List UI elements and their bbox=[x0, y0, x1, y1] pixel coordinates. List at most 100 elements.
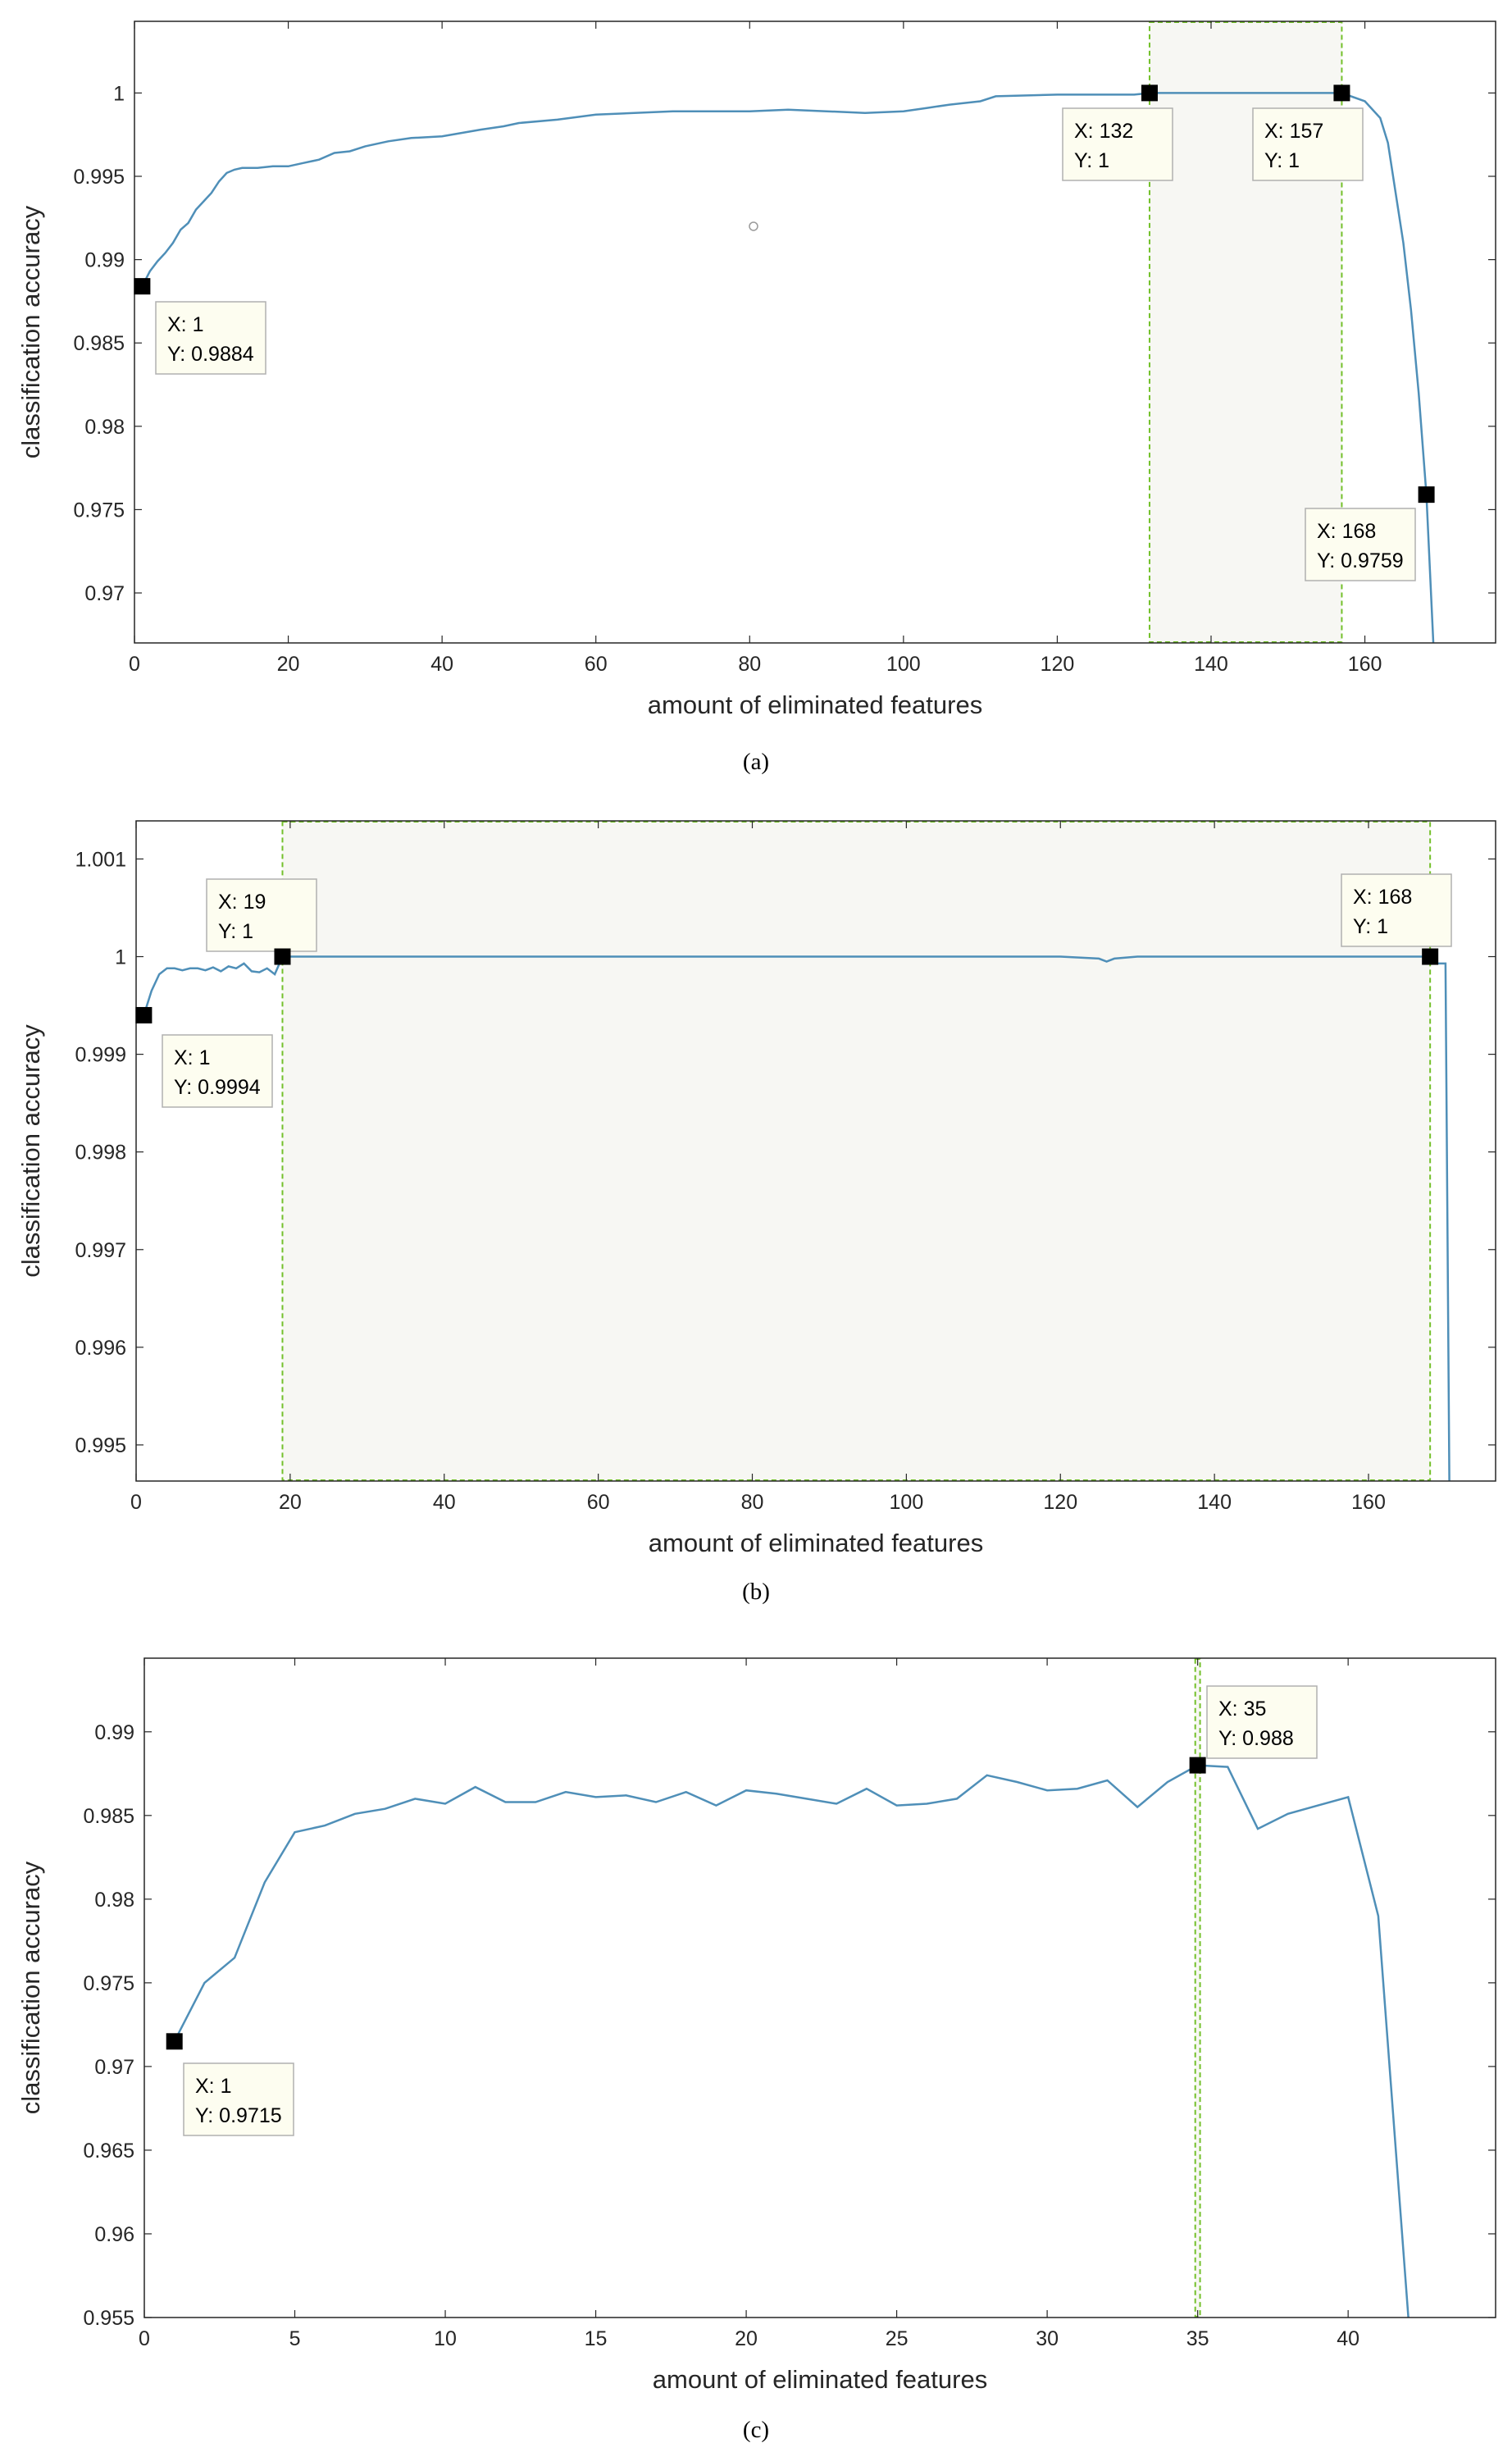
datatip-y: Y: 1 bbox=[1264, 149, 1300, 172]
y-tick-label: 0.99 bbox=[94, 1721, 134, 1744]
figure-caption: (a) bbox=[743, 749, 769, 775]
y-axis-label: classification accuracy bbox=[16, 1024, 45, 1278]
x-tick-label: 10 bbox=[434, 2327, 457, 2350]
datatip-box bbox=[183, 2062, 294, 2136]
y-tick-label: 0.97 bbox=[94, 2056, 134, 2079]
x-tick-label: 80 bbox=[741, 1491, 764, 1514]
datatip[interactable]: X: 35 Y: 0.988 bbox=[1206, 1685, 1318, 1759]
selection-region[interactable] bbox=[281, 821, 1432, 1481]
y-tick-label: 0.98 bbox=[94, 1889, 134, 1912]
annotation-circle bbox=[749, 221, 758, 231]
axes-box bbox=[135, 820, 1496, 1482]
datatip-box bbox=[162, 1034, 273, 1108]
x-tick-label: 20 bbox=[735, 2327, 758, 2350]
chart-panel-2: 0 5 10 15 20 25 30 35 40 0.955 0.96 0.965 0.97 0.975 0… bbox=[16, 1657, 1496, 2443]
y-tick-label: 0.995 bbox=[73, 166, 125, 189]
y-axis-label: classification accuracy bbox=[16, 205, 45, 458]
datatip[interactable]: X: 1 Y: 0.9715 bbox=[183, 2062, 294, 2136]
x-tick-label: 120 bbox=[1043, 1491, 1077, 1514]
axes-box bbox=[143, 1657, 1496, 2318]
datatip[interactable]: X: 1 Y: 0.9994 bbox=[162, 1034, 273, 1108]
x-tick-label: 0 bbox=[130, 1491, 142, 1514]
x-axis-label: amount of eliminated features bbox=[648, 690, 982, 719]
datatip-x: X: 168 bbox=[1317, 520, 1376, 543]
y-tick-label: 1 bbox=[115, 946, 126, 969]
chart-panel-1: 0 20 40 60 80 100 120 140 160 0.995 0.996 0.997 0.99… bbox=[16, 820, 1496, 1605]
datatip-x: X: 19 bbox=[218, 891, 266, 914]
x-tick-label: 60 bbox=[585, 653, 608, 676]
x-axis-label: amount of eliminated features bbox=[653, 2365, 987, 2394]
data-point-marker[interactable] bbox=[274, 948, 291, 965]
datatip-y: Y: 1 bbox=[1074, 149, 1109, 172]
data-point-marker[interactable] bbox=[1333, 84, 1350, 102]
y-tick-label: 0.995 bbox=[75, 1434, 126, 1457]
x-tick-label: 15 bbox=[585, 2327, 608, 2350]
datatip-x: X: 132 bbox=[1074, 120, 1133, 143]
datatip[interactable]: X: 168 Y: 0.9759 bbox=[1305, 508, 1416, 581]
series-line bbox=[141, 92, 1435, 643]
y-tick-label: 0.965 bbox=[83, 2140, 134, 2163]
x-axis-label: amount of eliminated features bbox=[649, 1529, 983, 1557]
figure-caption: (b) bbox=[742, 1579, 770, 1605]
y-tick-label: 0.985 bbox=[73, 332, 125, 355]
y-tick-label: 1 bbox=[113, 82, 125, 105]
x-tick-label: 100 bbox=[890, 1491, 924, 1514]
datatip[interactable]: X: 168 Y: 1 bbox=[1341, 873, 1452, 947]
data-point-marker[interactable] bbox=[166, 2033, 183, 2050]
chart-panel-0: 0 20 40 60 80 100 120 140 160 0.97 0.975 0.98 0.985 0… bbox=[16, 21, 1496, 775]
x-tick-label: 25 bbox=[886, 2327, 909, 2350]
x-tick-label: 160 bbox=[1348, 653, 1382, 676]
x-tick-label: 120 bbox=[1041, 653, 1075, 676]
datatip-box bbox=[155, 301, 266, 375]
datatip-y: Y: 0.988 bbox=[1218, 1727, 1294, 1750]
datatip-y: Y: 0.9994 bbox=[174, 1076, 261, 1099]
data-point-marker[interactable] bbox=[135, 1006, 153, 1023]
data-point-marker[interactable] bbox=[1189, 1757, 1206, 1774]
data-point-marker[interactable] bbox=[1141, 84, 1158, 102]
datatip-y: Y: 1 bbox=[218, 920, 253, 943]
datatip-box bbox=[1206, 1685, 1318, 1759]
datatip-box bbox=[1305, 508, 1416, 581]
datatip-x: X: 35 bbox=[1218, 1698, 1266, 1721]
y-axis-label: classification accuracy bbox=[16, 1861, 45, 2114]
x-tick-label: 40 bbox=[430, 653, 453, 676]
series-line bbox=[143, 955, 1451, 1481]
datatip[interactable]: X: 19 Y: 1 bbox=[206, 878, 317, 952]
datatip-box bbox=[206, 878, 317, 952]
y-tick-label: 0.999 bbox=[75, 1044, 126, 1067]
x-tick-label: 5 bbox=[289, 2327, 301, 2350]
datatip-x: X: 1 bbox=[167, 313, 203, 336]
y-tick-label: 0.975 bbox=[83, 1972, 134, 1995]
datatip-y: Y: 0.9884 bbox=[167, 343, 254, 366]
datatip-box bbox=[1062, 107, 1173, 181]
y-tick-label: 0.98 bbox=[84, 416, 125, 439]
x-tick-label: 40 bbox=[433, 1491, 456, 1514]
x-tick-label: 60 bbox=[587, 1491, 610, 1514]
x-tick-label: 40 bbox=[1337, 2327, 1359, 2350]
data-point-marker[interactable] bbox=[1418, 486, 1435, 504]
x-tick-label: 30 bbox=[1036, 2327, 1059, 2350]
datatip[interactable]: X: 157 Y: 1 bbox=[1252, 107, 1364, 181]
datatip-y: Y: 0.9715 bbox=[195, 2104, 282, 2127]
x-tick-label: 140 bbox=[1197, 1491, 1232, 1514]
datatip-x: X: 1 bbox=[195, 2075, 231, 2098]
datatip-x: X: 1 bbox=[174, 1046, 210, 1069]
y-tick-label: 0.996 bbox=[75, 1337, 126, 1360]
datatip-box bbox=[1341, 873, 1452, 947]
datatip-x: X: 168 bbox=[1353, 886, 1412, 909]
datatip-x: X: 157 bbox=[1264, 120, 1323, 143]
data-point-marker[interactable] bbox=[1422, 948, 1439, 965]
x-tick-label: 100 bbox=[886, 653, 921, 676]
data-point-marker[interactable] bbox=[134, 278, 151, 295]
y-tick-label: 0.975 bbox=[73, 499, 125, 522]
datatip[interactable]: X: 1 Y: 0.9884 bbox=[155, 301, 266, 375]
axes-box bbox=[134, 21, 1496, 644]
x-tick-label: 0 bbox=[129, 653, 140, 676]
datatip[interactable]: X: 132 Y: 1 bbox=[1062, 107, 1173, 181]
plot-area bbox=[144, 1658, 1496, 2318]
y-tick-label: 0.97 bbox=[84, 582, 125, 605]
y-tick-label: 0.997 bbox=[75, 1239, 126, 1262]
y-tick-label: 0.998 bbox=[75, 1142, 126, 1164]
